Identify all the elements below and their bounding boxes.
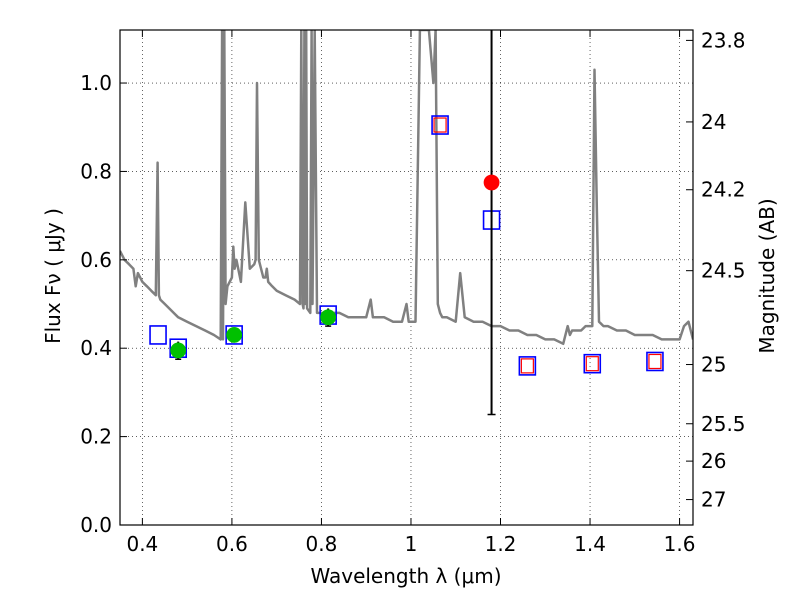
detection-marker — [226, 327, 243, 343]
plot-frame — [119, 29, 694, 526]
upper-limit-marker — [648, 353, 662, 370]
model-photometry-marker — [431, 115, 449, 135]
x-tick-label: 1.4 — [574, 532, 606, 556]
model-photometry-marker — [149, 325, 167, 345]
model-photometry-marker — [518, 356, 537, 376]
grid-lines — [120, 30, 693, 526]
x-tick-label: 1.6 — [664, 532, 696, 556]
x-axis-label: Wavelength λ (μm) — [310, 564, 501, 588]
magnitude-axis-ticks: 23.8 24 24.2 24.5 25 25.5 26 27 — [686, 28, 746, 512]
magnitude-tick-label: 23.8 — [701, 28, 746, 52]
sed-model-line — [120, 30, 693, 346]
magnitude-tick-label: 24.5 — [701, 259, 746, 283]
magnitude-tick-label: 25.5 — [701, 412, 746, 436]
model-photometry-marker — [646, 351, 664, 372]
upper-limit-marker — [520, 358, 534, 374]
y-tick-label: 0.0 — [80, 513, 112, 537]
magnitude-tick-label: 26 — [701, 449, 726, 473]
y-tick-label: 0.2 — [80, 425, 112, 449]
upper-limit-marker — [433, 117, 447, 133]
y-tick-label: 1.0 — [80, 71, 112, 95]
x-tick-label: 0.4 — [126, 532, 158, 556]
magnitude-tick-label: 27 — [701, 488, 726, 512]
y-axis-label: Flux Fν ( μJy ) — [41, 208, 65, 344]
magnitude-tick-label: 25 — [701, 353, 726, 377]
y-axis-ticks: 0.0 0.2 0.4 0.6 0.8 1.0 — [80, 71, 127, 537]
y-tick-label: 0.4 — [80, 336, 112, 360]
plot-content — [120, 30, 693, 416]
magnitude-axis-label: Magnitude (AB) — [755, 198, 779, 353]
y-tick-label: 0.8 — [80, 159, 112, 183]
detection-marker — [170, 342, 187, 359]
x-axis-ticks: 0.4 0.6 0.8 1 1.2 1.4 1.6 — [126, 30, 695, 556]
y-tick-label: 0.6 — [80, 248, 112, 272]
x-tick-label: 0.8 — [306, 532, 338, 556]
model-photometry-marker — [225, 325, 243, 345]
x-tick-label: 1.2 — [485, 532, 517, 556]
x-tick-label: 0.6 — [216, 532, 248, 556]
upper-limit-marker — [585, 356, 599, 372]
measurement-marker — [483, 174, 500, 191]
model-photometry-marker — [583, 353, 602, 374]
magnitude-tick-label: 24.2 — [701, 178, 746, 202]
magnitude-tick-label: 24 — [701, 110, 726, 134]
detection-marker — [320, 309, 337, 326]
x-tick-label: 1 — [405, 532, 418, 556]
